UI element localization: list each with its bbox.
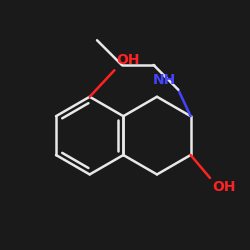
Text: OH: OH	[116, 54, 140, 68]
Text: OH: OH	[212, 180, 235, 194]
Text: NH: NH	[153, 73, 176, 87]
